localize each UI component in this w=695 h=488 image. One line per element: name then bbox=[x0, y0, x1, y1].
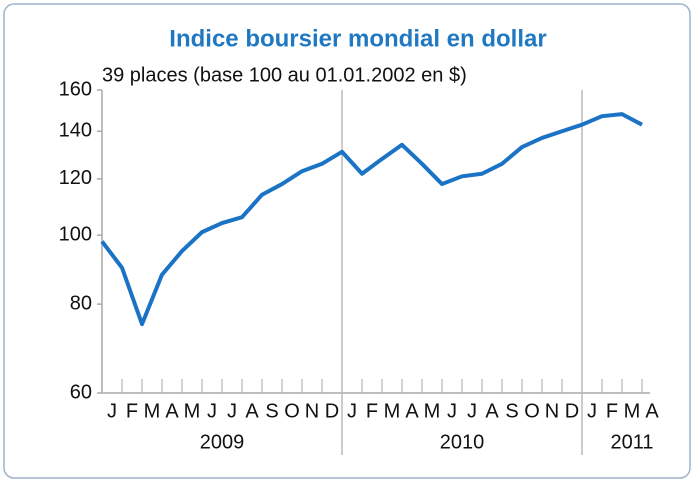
x-tick-label: F bbox=[606, 400, 618, 422]
x-tick-label: J bbox=[587, 400, 597, 422]
x-tick-label: F bbox=[126, 400, 138, 422]
x-tick-label: N bbox=[305, 400, 319, 422]
y-tick-label: 80 bbox=[70, 292, 92, 314]
chart-title: Indice boursier mondial en dollar bbox=[169, 25, 546, 52]
x-tick-label: J bbox=[347, 400, 357, 422]
x-tick-label: S bbox=[505, 400, 518, 422]
x-tick-label: D bbox=[325, 400, 339, 422]
x-tick-label: J bbox=[227, 400, 237, 422]
y-tick-label: 160 bbox=[59, 78, 92, 100]
year-label: 2010 bbox=[440, 431, 485, 453]
year-label: 2009 bbox=[200, 431, 245, 453]
x-tick-label: J bbox=[467, 400, 477, 422]
x-tick-label: J bbox=[207, 400, 217, 422]
x-tick-label: M bbox=[624, 400, 641, 422]
x-tick-label: A bbox=[405, 400, 419, 422]
x-tick-label: M bbox=[184, 400, 201, 422]
x-tick-label: S bbox=[265, 400, 278, 422]
y-tick-label: 120 bbox=[59, 167, 92, 189]
x-tick-label: J bbox=[107, 400, 117, 422]
x-tick-label: A bbox=[645, 400, 659, 422]
x-tick-label: J bbox=[447, 400, 457, 422]
x-tick-label: O bbox=[284, 400, 300, 422]
y-tick-label: 140 bbox=[59, 120, 92, 142]
year-label: 2011 bbox=[610, 431, 653, 453]
chart-subtitle: 39 places (base 100 au 01.01.2002 en $) bbox=[102, 64, 467, 86]
x-tick-label: N bbox=[545, 400, 559, 422]
x-tick-label: A bbox=[245, 400, 259, 422]
y-tick-label: 100 bbox=[59, 223, 92, 245]
x-tick-label: M bbox=[384, 400, 401, 422]
line-series bbox=[100, 112, 643, 327]
frame bbox=[3, 3, 691, 479]
x-tick-label: A bbox=[165, 400, 179, 422]
x-tick-label: A bbox=[485, 400, 499, 422]
x-tick-label: D bbox=[565, 400, 579, 422]
x-tick-label: F bbox=[366, 400, 378, 422]
x-tick-label: M bbox=[424, 400, 441, 422]
y-tick-label: 60 bbox=[70, 381, 92, 403]
x-tick-label: O bbox=[524, 400, 540, 422]
x-tick-label: M bbox=[144, 400, 161, 422]
